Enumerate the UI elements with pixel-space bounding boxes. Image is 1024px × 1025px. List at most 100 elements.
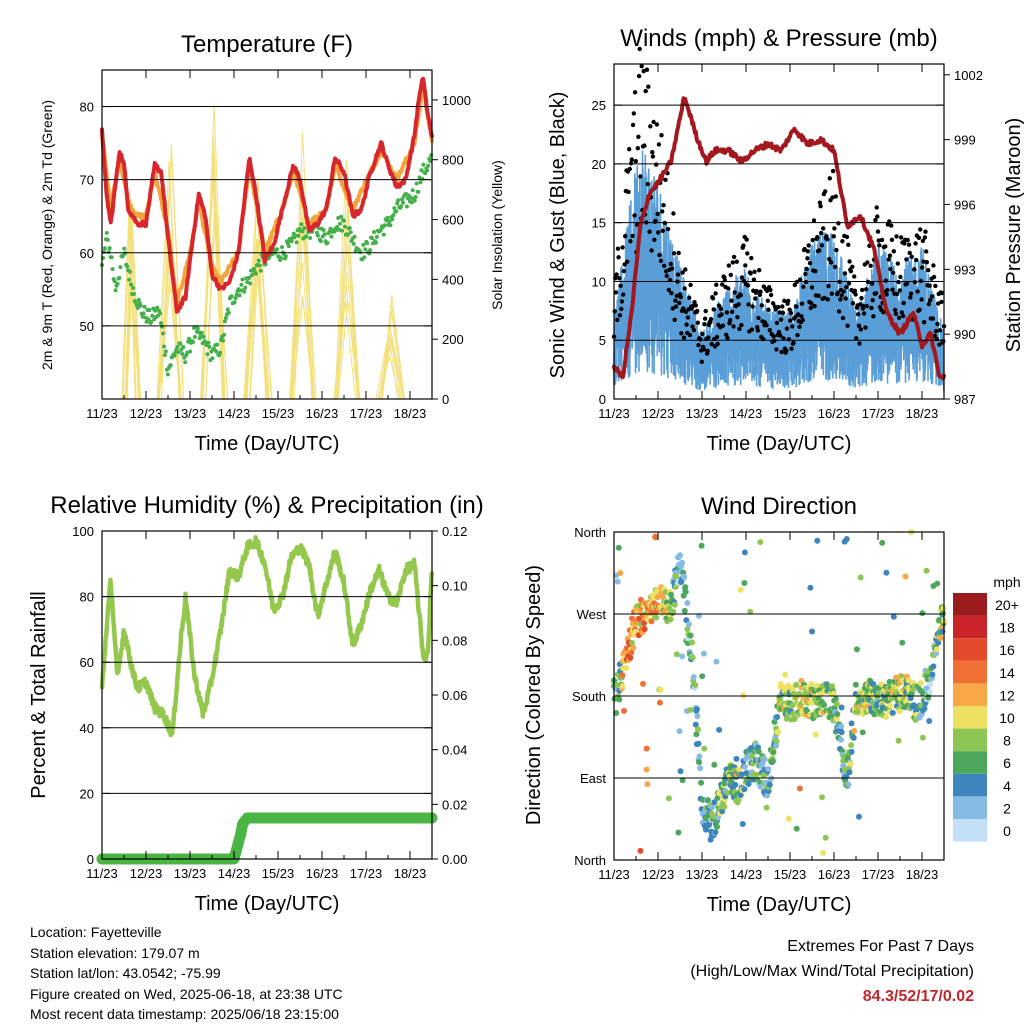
gust-point — [894, 291, 900, 297]
gust-point — [637, 46, 642, 52]
direction-point — [773, 738, 780, 745]
direction-point — [927, 681, 934, 688]
dewpoint-point — [195, 326, 200, 331]
direction-point — [882, 714, 889, 720]
direction-point — [629, 639, 635, 646]
gust-point — [830, 168, 836, 174]
direction-point — [684, 600, 691, 606]
direction-point — [765, 766, 772, 772]
dewpoint-point — [308, 236, 313, 240]
gust-point — [779, 349, 784, 355]
gust-point — [709, 341, 714, 347]
y2-tick-label: 0.02 — [442, 797, 467, 812]
gust-point — [883, 244, 888, 249]
gust-point — [797, 277, 803, 282]
y2-tick-label: 0.08 — [442, 633, 467, 648]
direction-point — [769, 758, 776, 765]
colorbar-label: 6 — [1003, 755, 1011, 771]
gust-point — [854, 336, 859, 341]
gust-point — [924, 249, 929, 254]
direction-point — [699, 673, 706, 680]
x-tick-label: 11/23 — [598, 867, 630, 882]
gust-point — [619, 306, 624, 312]
dewpoint-point — [381, 232, 386, 237]
gust-point — [919, 297, 924, 302]
x-tick-label: 16/23 — [818, 867, 851, 882]
y2-tick-label: 0.06 — [442, 688, 467, 703]
gust-point — [635, 146, 640, 151]
direction-point — [793, 681, 800, 688]
gust-point — [856, 323, 862, 328]
dewpoint-point — [345, 232, 350, 237]
dewpoint-point — [122, 246, 127, 251]
x-tick-label: 14/23 — [730, 867, 763, 882]
direction-point — [934, 580, 941, 587]
x-tick-label: 13/23 — [174, 866, 207, 881]
gust-point — [908, 291, 914, 296]
direction-point — [721, 803, 728, 810]
direction-point — [919, 734, 926, 741]
colorbar-swatch — [953, 819, 987, 842]
dewpoint-point — [201, 334, 206, 339]
gust-point — [738, 293, 743, 298]
gust-point — [897, 288, 902, 293]
direction-point — [809, 628, 815, 635]
gust-point — [708, 317, 714, 322]
dewpoint-point — [131, 286, 135, 290]
gust-point — [873, 217, 878, 223]
pressure-line — [612, 96, 946, 381]
gust-point — [840, 239, 845, 244]
dewpoint-point — [363, 247, 368, 252]
direction-point — [782, 671, 789, 678]
gust-point — [801, 284, 806, 289]
dewpoint-point — [128, 269, 133, 274]
gust-point — [833, 194, 838, 199]
direction-point — [689, 639, 696, 646]
x-tick-label: 11/23 — [86, 866, 118, 881]
direction-point — [677, 768, 684, 775]
gust-point — [644, 67, 650, 72]
dewpoint-point — [299, 222, 304, 227]
direction-point — [640, 680, 646, 687]
gust-point — [621, 268, 627, 274]
gust-point — [912, 280, 918, 285]
direction-point — [848, 748, 855, 755]
direction-point — [838, 736, 844, 743]
gust-point — [827, 176, 832, 181]
dewpoint-point — [414, 181, 419, 186]
direction-point — [682, 584, 689, 591]
gust-point — [732, 290, 737, 295]
dewpoint-point — [225, 307, 230, 312]
gust-point — [939, 290, 945, 296]
gust-point — [615, 317, 620, 323]
gust-point — [890, 287, 895, 292]
direction-point — [613, 682, 620, 688]
dewpoint-point — [210, 356, 215, 361]
gust-point — [758, 289, 763, 294]
dewpoint-point — [188, 349, 193, 354]
direction-point — [859, 729, 866, 736]
gust-point — [702, 316, 708, 321]
dewpoint-point — [214, 349, 219, 354]
direction-point — [644, 781, 651, 788]
gust-point — [860, 287, 865, 293]
gust-point — [715, 341, 720, 347]
location-text: Location: Fayetteville — [30, 924, 162, 940]
dewpoint-point — [192, 334, 197, 339]
gust-point — [847, 259, 852, 264]
gust-point — [883, 278, 889, 283]
direction-point — [761, 755, 768, 762]
dewpoint-point — [109, 255, 114, 260]
direction-point — [619, 683, 626, 689]
direction-point — [714, 823, 720, 830]
dewpoint-point — [339, 214, 344, 219]
direction-point — [921, 705, 928, 712]
y2-axis-label: Solar Insolation (Yellow) — [489, 160, 505, 310]
gust-point — [857, 341, 862, 346]
dewpoint-point — [318, 239, 323, 244]
gust-point — [650, 154, 656, 159]
dewpoint-point — [362, 255, 367, 260]
direction-point — [838, 704, 845, 711]
dewpoint-point — [370, 236, 375, 241]
gust-point — [811, 218, 817, 223]
